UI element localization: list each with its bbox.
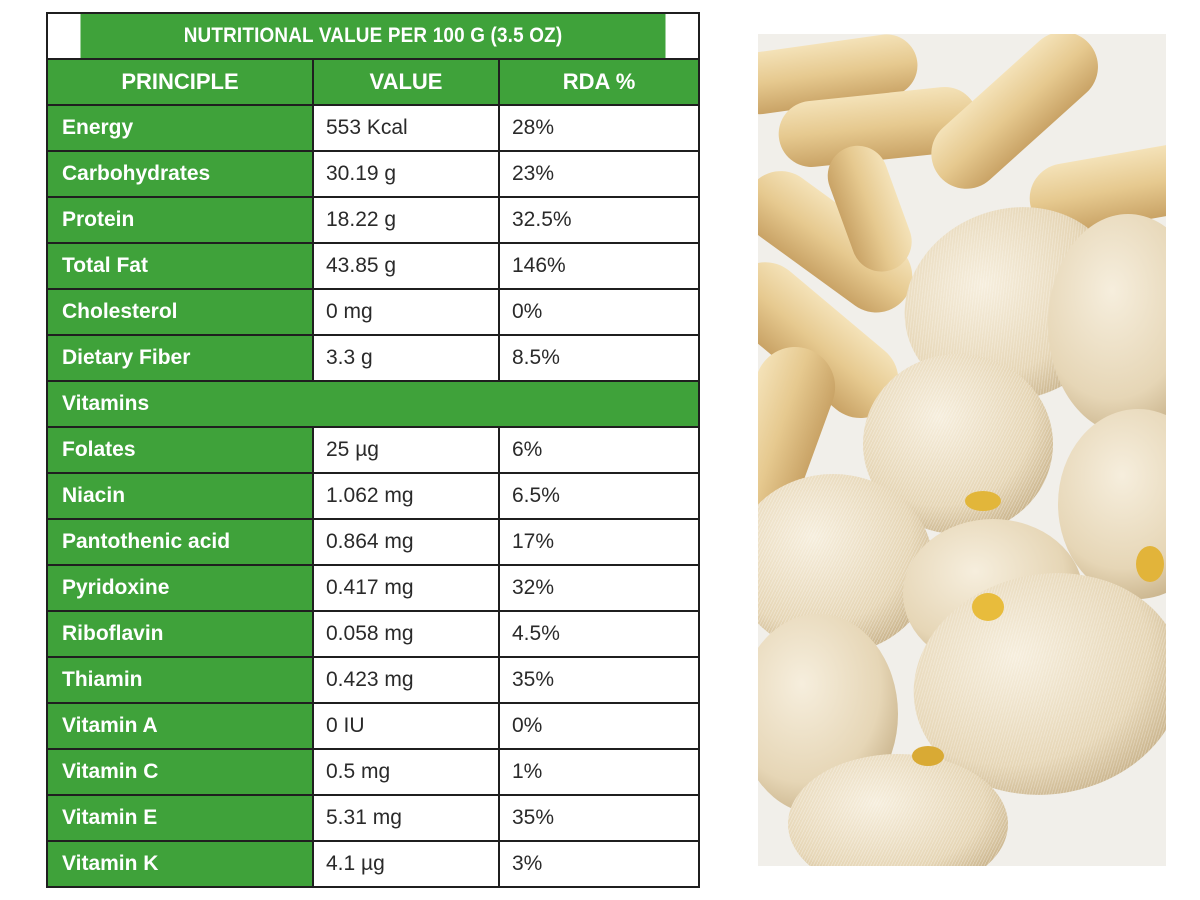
nutrient-value: 18.22 g xyxy=(312,196,500,244)
nutrient-value: 25 µg xyxy=(312,426,500,474)
nutrient-name: Energy xyxy=(46,104,314,152)
nutrient-value: 3.3 g xyxy=(312,334,500,382)
nutrient-value: 0.058 mg xyxy=(312,610,500,658)
nutrient-value: 43.85 g xyxy=(312,242,500,290)
nutrient-name: Protein xyxy=(46,196,314,244)
table-row: Vitamin E 5.31 mg 35% xyxy=(46,794,701,842)
table-title: NUTRITIONAL VALUE PER 100 G (3.5 OZ) xyxy=(78,12,668,60)
nutrient-rda: 35% xyxy=(497,656,701,704)
table-row: Riboflavin 0.058 mg 4.5% xyxy=(46,610,701,658)
nutrient-name: Riboflavin xyxy=(46,610,314,658)
table-row: Dietary Fiber 3.3 g 8.5% xyxy=(46,334,701,382)
capsules-mushroom-photo xyxy=(758,34,1166,866)
nutrient-value: 0.5 mg xyxy=(312,748,500,796)
vitamin-rows: Folates 25 µg 6% Niacin 1.062 mg 6.5% Pantothe… xyxy=(46,426,701,888)
table-row: Vitamin C 0.5 mg 1% xyxy=(46,748,701,796)
nutrient-rda: 23% xyxy=(497,150,701,198)
table-row: Total Fat 43.85 g 146% xyxy=(46,242,701,290)
table-header-row: PRINCIPLE VALUE RDA % xyxy=(46,58,701,106)
nutrient-value: 0 mg xyxy=(312,288,500,336)
nutrient-name: Vitamin K xyxy=(46,840,314,888)
table-row: Protein 18.22 g 32.5% xyxy=(46,196,701,244)
table-row: Cholesterol 0 mg 0% xyxy=(46,288,701,336)
nutrient-rda: 6.5% xyxy=(497,472,701,520)
table-row: Vitamin K 4.1 µg 3% xyxy=(46,840,701,888)
nutrient-rda: 146% xyxy=(497,242,701,290)
table-row: Niacin 1.062 mg 6.5% xyxy=(46,472,701,520)
table-row: Folates 25 µg 6% xyxy=(46,426,701,474)
nutrient-name: Carbohydrates xyxy=(46,150,314,198)
nutrient-name: Niacin xyxy=(46,472,314,520)
mushroom-group xyxy=(758,207,1166,866)
table-row: Thiamin 0.423 mg 35% xyxy=(46,656,701,704)
nutrient-rda: 0% xyxy=(497,288,701,336)
nutrient-name: Thiamin xyxy=(46,656,314,704)
header-rda: RDA % xyxy=(497,58,701,106)
photo-illustration xyxy=(758,34,1166,866)
nutrient-name: Pantothenic acid xyxy=(46,518,314,566)
nutrient-name: Total Fat xyxy=(46,242,314,290)
nutrient-value: 0.864 mg xyxy=(312,518,500,566)
nutrient-rda: 28% xyxy=(497,104,701,152)
nutrient-value: 0.417 mg xyxy=(312,564,500,612)
table-row: Energy 553 Kcal 28% xyxy=(46,104,701,152)
nutrient-name: Cholesterol xyxy=(46,288,314,336)
vitamins-section: Vitamins xyxy=(45,380,701,428)
nutrient-value: 30.19 g xyxy=(312,150,500,198)
main-rows: Energy 553 Kcal 28% Carbohydrates 30.19 g 23%… xyxy=(46,104,701,382)
nutrient-rda: 3% xyxy=(497,840,701,888)
vitamins-section-label: Vitamins xyxy=(45,380,701,428)
header-value: VALUE xyxy=(312,58,500,106)
nutrient-value: 0 IU xyxy=(312,702,500,750)
nutrient-value: 553 Kcal xyxy=(312,104,500,152)
nutrition-table: NUTRITIONAL VALUE PER 100 G (3.5 OZ) PRI… xyxy=(45,12,701,888)
nutrient-rda: 4.5% xyxy=(497,610,701,658)
nutrient-rda: 0% xyxy=(497,702,701,750)
nutrient-name: Vitamin E xyxy=(46,794,314,842)
nutrient-rda: 32.5% xyxy=(497,196,701,244)
capsules-group xyxy=(758,34,1166,512)
vitamins-section-row: Vitamins xyxy=(45,380,701,428)
nutrient-name: Vitamin A xyxy=(46,702,314,750)
nutrient-value: 5.31 mg xyxy=(312,794,500,842)
nutrient-rda: 17% xyxy=(497,518,701,566)
table-title-row: NUTRITIONAL VALUE PER 100 G (3.5 OZ) xyxy=(47,12,699,60)
nutrient-name: Folates xyxy=(46,426,314,474)
nutrient-name: Pyridoxine xyxy=(46,564,314,612)
nutrient-value: 4.1 µg xyxy=(312,840,500,888)
nutrient-rda: 32% xyxy=(497,564,701,612)
header-principle: PRINCIPLE xyxy=(46,58,314,106)
nutrient-rda: 8.5% xyxy=(497,334,701,382)
table-row: Pyridoxine 0.417 mg 32% xyxy=(46,564,701,612)
nutrient-rda: 1% xyxy=(497,748,701,796)
table-row: Carbohydrates 30.19 g 23% xyxy=(46,150,701,198)
nutrient-rda: 6% xyxy=(497,426,701,474)
nutrient-name: Vitamin C xyxy=(46,748,314,796)
table-row: Pantothenic acid 0.864 mg 17% xyxy=(46,518,701,566)
nutrient-value: 0.423 mg xyxy=(312,656,500,704)
nutrient-name: Dietary Fiber xyxy=(46,334,314,382)
nutrient-rda: 35% xyxy=(497,794,701,842)
nutrient-value: 1.062 mg xyxy=(312,472,500,520)
